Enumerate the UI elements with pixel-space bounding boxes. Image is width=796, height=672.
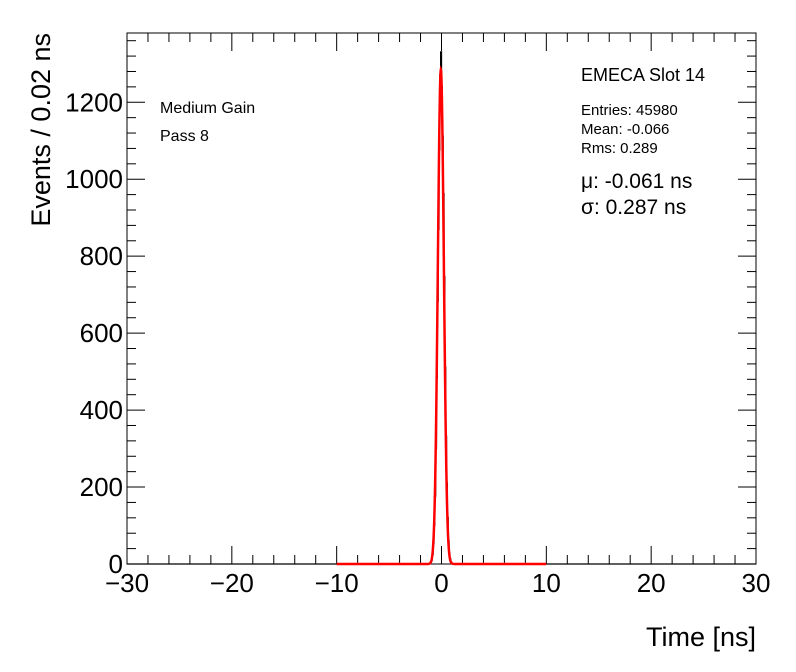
sigma-label: σ: 0.287 ns [581,196,686,219]
x-axis-title: Time [ns] [646,622,756,652]
slot-label: EMECA Slot 14 [581,65,705,85]
x-tick-label: 30 [742,568,771,598]
y-tick-label: 800 [80,241,123,271]
x-tick-label: −10 [315,568,359,598]
entries-label: Entries: 45980 [581,102,678,119]
y-tick-label: 400 [80,395,123,425]
y-tick-label: 200 [80,472,123,502]
gaussian-fit-curve [336,65,547,566]
axis-ticks [126,33,757,565]
x-tick-label: 20 [637,568,666,598]
x-tick-label: 0 [434,568,448,598]
x-tick-labels: −30 −20 −10 0 10 20 30 [105,568,771,598]
pass-label: Pass 8 [160,128,209,145]
mu-label: μ: -0.061 ns [581,170,692,193]
x-tick-label: −20 [210,568,254,598]
y-tick-labels: 0 200 400 600 800 1000 1200 [65,87,123,579]
mean-label: Mean: -0.066 [581,121,669,138]
x-tick-label: 10 [532,568,561,598]
y-axis-title: Events / 0.02 ns [26,33,56,227]
x-tick-label: −30 [105,568,149,598]
y-tick-label: 600 [80,318,123,348]
y-tick-label: 1200 [65,87,123,117]
rms-label: Rms: 0.289 [581,140,658,157]
y-tick-label: 1000 [65,164,123,194]
gain-label: Medium Gain [160,100,255,117]
y-tick-label: 0 [109,549,123,579]
